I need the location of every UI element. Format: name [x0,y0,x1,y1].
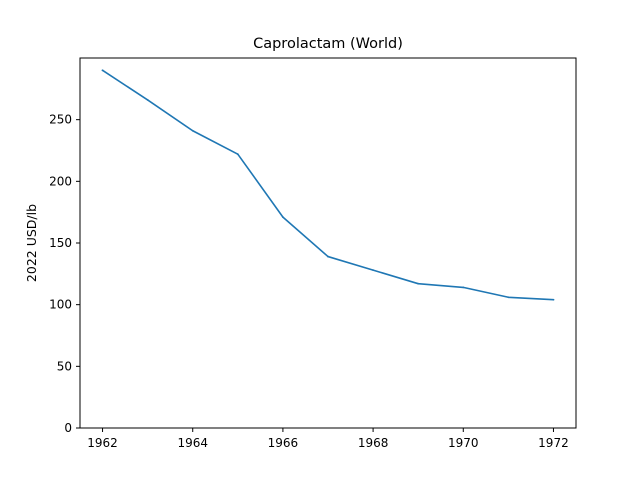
data-point [146,99,149,101]
data-point [552,298,555,301]
y-tick-label: 100 [49,298,72,312]
data-point [507,296,510,299]
chart-title: Caprolactam (World) [253,36,403,52]
data-point [236,153,239,156]
y-tick-label: 200 [49,174,72,188]
data-point [282,216,284,219]
series-line [101,69,555,301]
y-axis-label: 2022 USD/lb [24,204,39,282]
x-tick-label: 1964 [177,436,208,450]
y-tick-label: 50 [57,359,72,373]
y-axis-ticks: 0 50 100 150 200 250 [49,113,80,435]
x-tick-label: 1966 [268,436,299,450]
data-point [417,282,420,285]
x-axis-ticks: 1962 1964 1966 1968 1970 1972 [87,428,569,450]
data-point [327,255,329,258]
data-point [462,286,465,289]
y-tick-label: 150 [49,236,72,250]
data-point [191,129,194,132]
series-layer [101,69,555,301]
x-tick-label: 1972 [538,436,569,450]
data-point [101,69,104,72]
y-tick-label: 250 [49,113,72,127]
x-tick-label: 1962 [87,436,118,450]
y-tick-label: 0 [64,421,72,435]
data-point [372,269,374,272]
plot-frame [79,57,577,429]
x-tick-label: 1970 [448,436,479,450]
x-tick-label: 1968 [358,436,389,450]
